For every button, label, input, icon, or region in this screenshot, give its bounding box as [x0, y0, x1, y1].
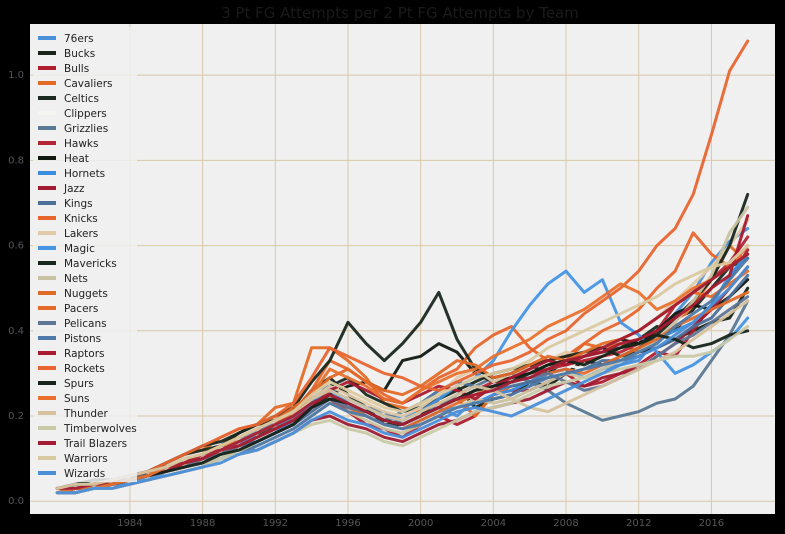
legend-label: Clippers — [64, 108, 107, 120]
legend-label: Bucks — [64, 48, 95, 60]
x-tick-label: 2012 — [626, 518, 651, 529]
legend-label: Thunder — [63, 408, 109, 420]
legend-label: Timberwolves — [63, 423, 137, 435]
legend-box — [33, 27, 137, 482]
legend-label: Kings — [64, 198, 93, 210]
legend-label: Jazz — [63, 183, 85, 195]
legend-label: Heat — [64, 153, 89, 165]
legend-label: Nets — [64, 273, 88, 285]
y-tick-label: 1.0 — [8, 70, 24, 81]
series-line-rockets — [55, 39, 750, 495]
series-lines — [55, 39, 750, 495]
y-axis-ticks: 0.0 0.2 0.4 0.6 0.8 1.0 — [8, 70, 24, 507]
legend-label: Hornets — [64, 168, 105, 180]
legend-label: Knicks — [64, 213, 98, 225]
x-tick-label: 2008 — [553, 518, 578, 529]
legend-label: Raptors — [64, 348, 105, 360]
legend: 76ers Bucks Bulls Cavaliers Celtics Clippers G… — [33, 27, 137, 482]
legend-label: Magic — [64, 243, 95, 255]
legend-label: Nuggets — [64, 288, 108, 300]
legend-label: Pacers — [64, 303, 98, 315]
y-tick-label: 0.4 — [8, 326, 24, 337]
legend-label: Spurs — [64, 378, 94, 390]
legend-label: Warriors — [64, 453, 108, 465]
x-tick-label: 1992 — [263, 518, 288, 529]
legend-label: Celtics — [64, 93, 99, 105]
x-tick-label: 2004 — [481, 518, 506, 529]
x-tick-label: 2016 — [699, 518, 724, 529]
legend-label: Lakers — [64, 228, 98, 240]
legend-label: Pistons — [64, 333, 101, 345]
legend-label: Cavaliers — [64, 78, 113, 90]
legend-label: 76ers — [64, 33, 94, 45]
legend-label: Wizards — [64, 468, 105, 480]
y-tick-label: 0.2 — [8, 411, 24, 422]
x-tick-label: 1988 — [190, 518, 215, 529]
legend-label: Suns — [64, 393, 89, 405]
legend-label: Mavericks — [64, 258, 117, 270]
legend-label: Pelicans — [64, 318, 107, 330]
legend-label: Hawks — [64, 138, 98, 150]
y-tick-label: 0.0 — [8, 496, 24, 507]
x-tick-label: 1984 — [117, 518, 142, 529]
y-tick-label: 0.8 — [8, 155, 24, 166]
x-tick-label: 2000 — [408, 518, 433, 529]
x-axis-ticks: 1984 1988 1992 1996 2000 2004 2008 2012 2016 — [117, 518, 724, 529]
legend-label: Grizzlies — [64, 123, 108, 135]
series-line-warriors — [55, 244, 750, 490]
legend-label: Bulls — [64, 63, 89, 75]
legend-label: Rockets — [64, 363, 105, 375]
x-tick-label: 1996 — [335, 518, 360, 529]
y-tick-label: 0.6 — [8, 241, 24, 252]
chart-title: 3 Pt FG Attempts per 2 Pt FG Attempts by… — [221, 4, 579, 22]
series-line-wizards — [55, 265, 750, 495]
legend-label: Trail Blazers — [63, 438, 127, 450]
